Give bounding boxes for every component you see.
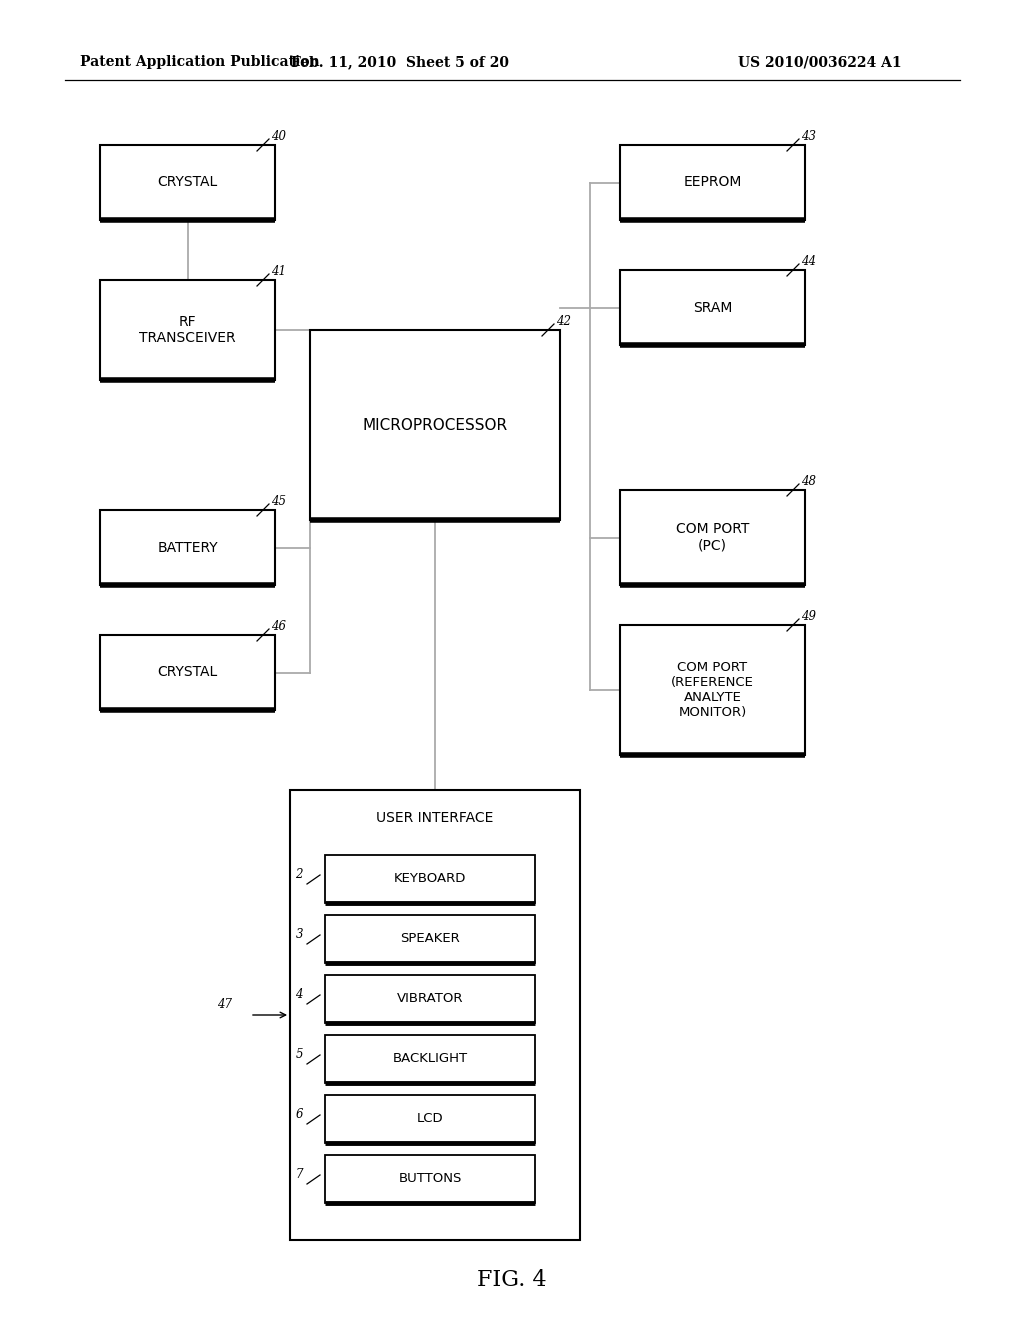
Bar xyxy=(325,1035,535,1082)
Text: FIG. 4: FIG. 4 xyxy=(477,1269,547,1291)
Bar xyxy=(325,1096,535,1143)
Text: 47: 47 xyxy=(217,998,232,1011)
Text: MICROPROCESSOR: MICROPROCESSOR xyxy=(362,417,508,433)
Text: 2: 2 xyxy=(296,869,303,882)
Text: KEYBOARD: KEYBOARD xyxy=(394,873,466,886)
Text: COM PORT
(PC): COM PORT (PC) xyxy=(676,523,750,553)
Text: 44: 44 xyxy=(801,255,816,268)
Bar xyxy=(100,635,275,710)
Text: 45: 45 xyxy=(271,495,286,508)
Text: 49: 49 xyxy=(801,610,816,623)
Bar xyxy=(325,855,535,903)
Bar xyxy=(325,915,535,964)
Text: Feb. 11, 2010  Sheet 5 of 20: Feb. 11, 2010 Sheet 5 of 20 xyxy=(291,55,509,69)
Text: EEPROM: EEPROM xyxy=(683,176,741,190)
Bar xyxy=(620,271,805,345)
Text: US 2010/0036224 A1: US 2010/0036224 A1 xyxy=(738,55,902,69)
Text: CRYSTAL: CRYSTAL xyxy=(158,176,218,190)
Text: CRYSTAL: CRYSTAL xyxy=(158,665,218,680)
Bar xyxy=(620,624,805,755)
Bar xyxy=(325,975,535,1023)
Text: VIBRATOR: VIBRATOR xyxy=(396,993,463,1006)
Bar xyxy=(290,789,580,1239)
Text: Patent Application Publication: Patent Application Publication xyxy=(80,55,319,69)
Text: 7: 7 xyxy=(296,1168,303,1181)
Text: LCD: LCD xyxy=(417,1113,443,1126)
Text: 46: 46 xyxy=(271,620,286,634)
Bar xyxy=(100,280,275,380)
Text: BATTERY: BATTERY xyxy=(158,540,218,554)
Text: RF
TRANSCEIVER: RF TRANSCEIVER xyxy=(139,315,236,345)
Text: COM PORT
(REFERENCE
ANALYTE
MONITOR): COM PORT (REFERENCE ANALYTE MONITOR) xyxy=(671,661,754,719)
Bar xyxy=(620,490,805,585)
Text: USER INTERFACE: USER INTERFACE xyxy=(376,810,494,825)
Text: 41: 41 xyxy=(271,265,286,279)
Text: BACKLIGHT: BACKLIGHT xyxy=(392,1052,468,1065)
Text: SRAM: SRAM xyxy=(693,301,732,314)
Text: BUTTONS: BUTTONS xyxy=(398,1172,462,1185)
Text: 43: 43 xyxy=(801,129,816,143)
Bar xyxy=(100,145,275,220)
Text: 5: 5 xyxy=(296,1048,303,1061)
Text: 4: 4 xyxy=(296,989,303,1002)
Bar xyxy=(310,330,560,520)
Text: 48: 48 xyxy=(801,475,816,488)
Text: 3: 3 xyxy=(296,928,303,941)
Text: 40: 40 xyxy=(271,129,286,143)
Text: 6: 6 xyxy=(296,1109,303,1122)
Text: SPEAKER: SPEAKER xyxy=(400,932,460,945)
Bar xyxy=(100,510,275,585)
Text: 42: 42 xyxy=(556,315,571,327)
Bar xyxy=(620,145,805,220)
Bar xyxy=(325,1155,535,1203)
